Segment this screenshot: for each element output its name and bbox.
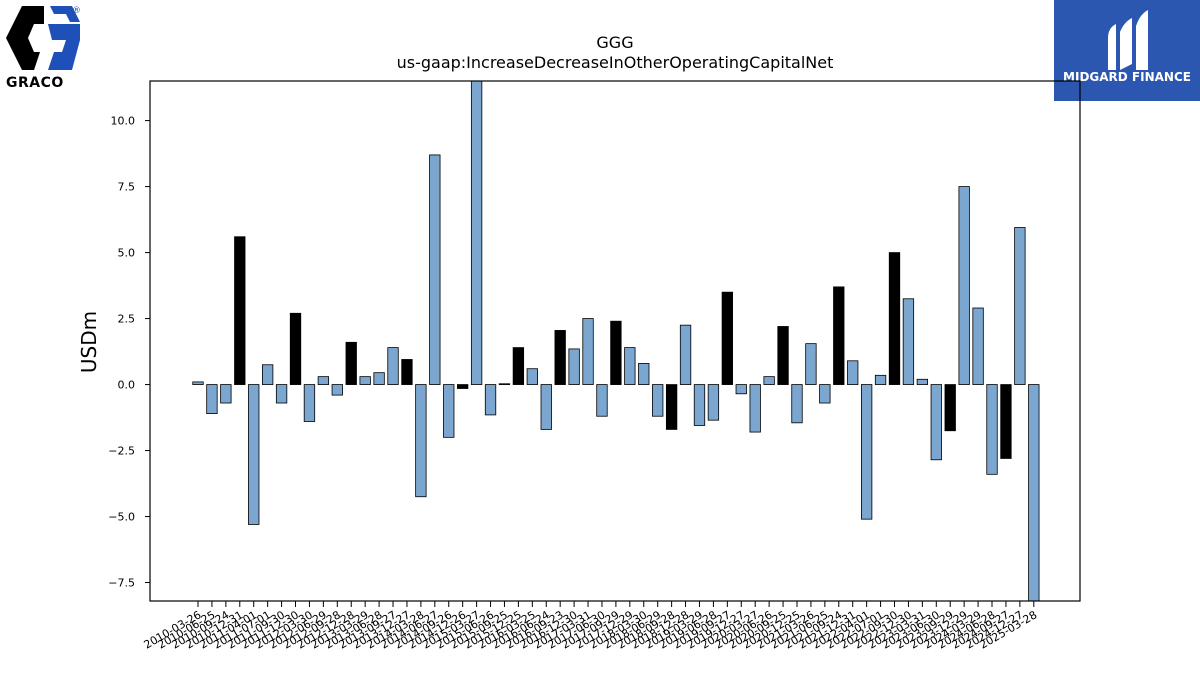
bar-2012-06-29 bbox=[317, 376, 330, 385]
bar-2016-06-24 bbox=[540, 384, 552, 430]
bar-2021-03-26 bbox=[805, 343, 817, 385]
midgard-logo-text: MIDGARD FINANCE bbox=[1063, 70, 1191, 84]
bars-group bbox=[192, 80, 1040, 602]
bar-2014-06-27 bbox=[429, 154, 441, 385]
bar-2015-03-27 bbox=[470, 80, 483, 385]
bar-2021-09-24 bbox=[833, 286, 845, 385]
bar-2012-12-28 bbox=[345, 341, 357, 385]
bar-2012-03-30 bbox=[303, 384, 316, 422]
bar-2015-12-25 bbox=[512, 347, 525, 385]
bar-2024-06-28 bbox=[986, 384, 998, 475]
y-tick-label: 5.0 bbox=[118, 247, 136, 260]
bar-2016-12-30 bbox=[568, 348, 580, 385]
bar-2014-03-28 bbox=[415, 384, 427, 498]
bar-2010-12-31 bbox=[234, 236, 246, 385]
y-tick-label: 10.0 bbox=[111, 115, 136, 128]
bar-2023-12-29 bbox=[958, 186, 970, 385]
bar-2019-09-27 bbox=[721, 291, 733, 385]
bar-2020-03-27 bbox=[749, 384, 761, 433]
bar-2017-03-31 bbox=[582, 318, 594, 385]
plot-frame bbox=[149, 80, 1081, 602]
bar-2012-09-28 bbox=[331, 384, 343, 396]
bar-2016-09-23 bbox=[554, 330, 566, 385]
bar-2018-06-29 bbox=[652, 384, 664, 417]
bar-2021-06-25 bbox=[819, 384, 831, 404]
bar-2017-12-29 bbox=[624, 347, 636, 385]
bar-2020-06-26 bbox=[763, 376, 775, 385]
bar-2023-03-31 bbox=[916, 378, 929, 385]
bar-2017-06-30 bbox=[596, 384, 608, 417]
bar-2015-06-26 bbox=[484, 384, 497, 416]
graco-logo: ® GRACO bbox=[6, 6, 81, 91]
plot-area: −7.5 −5.0 −2.5 0.0 2.5 5.0 7.5 10.0 2010-03-262… bbox=[108, 80, 1081, 652]
bar-2013-12-27 bbox=[401, 359, 413, 385]
bar-2020-12-25 bbox=[791, 384, 803, 424]
bar-2016-03-25 bbox=[526, 368, 538, 385]
bar-2023-06-30 bbox=[930, 384, 942, 461]
bar-2021-12-31 bbox=[847, 360, 859, 385]
y-tick-label: −2.5 bbox=[108, 445, 135, 458]
bar-2024-03-29 bbox=[972, 307, 984, 385]
bar-2011-12-30 bbox=[289, 312, 302, 385]
chart-subtitle: us-gaap:IncreaseDecreaseInOtherOperating… bbox=[397, 53, 834, 72]
bar-2015-09-25 bbox=[498, 383, 511, 385]
bar-2022-12-30 bbox=[902, 298, 915, 385]
graco-logo-text: GRACO bbox=[6, 75, 64, 91]
bar-2010-09-24 bbox=[220, 384, 232, 404]
bar-2022-04-01 bbox=[860, 384, 873, 520]
y-tick-label: 2.5 bbox=[118, 313, 136, 326]
y-tick-label: −5.0 bbox=[108, 511, 135, 524]
bar-2014-12-26 bbox=[457, 384, 469, 389]
y-tick-label: 0.0 bbox=[118, 379, 136, 392]
y-ticks-group: −7.5 −5.0 −2.5 0.0 2.5 5.0 7.5 10.0 bbox=[108, 115, 150, 590]
bar-2020-09-25 bbox=[777, 326, 789, 385]
bar-2013-09-27 bbox=[387, 347, 399, 385]
bar-2024-09-27 bbox=[1000, 384, 1012, 459]
bar-2025-03-28 bbox=[1028, 384, 1040, 602]
bar-2010-03-26 bbox=[192, 381, 204, 385]
bar-2013-03-29 bbox=[359, 376, 371, 385]
graco-g-logo-icon bbox=[6, 6, 80, 70]
bar-2019-12-27 bbox=[735, 384, 747, 395]
bar-2022-07-01 bbox=[874, 374, 887, 385]
bar-2019-06-28 bbox=[707, 384, 720, 421]
x-ticks-group: 2010-03-262010-06-252010-09-242010-12-31… bbox=[142, 601, 1039, 652]
y-tick-label: −7.5 bbox=[108, 577, 135, 590]
bar-2019-03-29 bbox=[693, 384, 706, 426]
midgard-finance-logo: MIDGARD FINANCE bbox=[1054, 0, 1200, 101]
bar-2018-09-28 bbox=[665, 384, 678, 430]
bar-2010-06-25 bbox=[206, 384, 218, 414]
bar-2017-09-29 bbox=[610, 320, 622, 385]
bar-2018-03-30 bbox=[638, 363, 650, 385]
y-tick-label: 7.5 bbox=[118, 181, 136, 194]
bar-2013-06-28 bbox=[373, 372, 385, 385]
bar-2011-04-01 bbox=[248, 384, 260, 525]
bar-2011-09-30 bbox=[275, 384, 288, 404]
midgard-m-logo-icon bbox=[1108, 10, 1148, 70]
bar-2014-09-26 bbox=[443, 384, 455, 438]
graco-registered-mark: ® bbox=[72, 6, 81, 16]
bar-2024-12-27 bbox=[1014, 227, 1026, 385]
bar-2018-12-28 bbox=[679, 324, 692, 385]
chart-title: GGG bbox=[596, 33, 633, 52]
bar-2023-09-29 bbox=[944, 384, 956, 432]
y-axis-title: USDm bbox=[77, 311, 101, 373]
bar-2011-07-01 bbox=[261, 364, 274, 385]
bar-2022-09-30 bbox=[888, 252, 901, 385]
